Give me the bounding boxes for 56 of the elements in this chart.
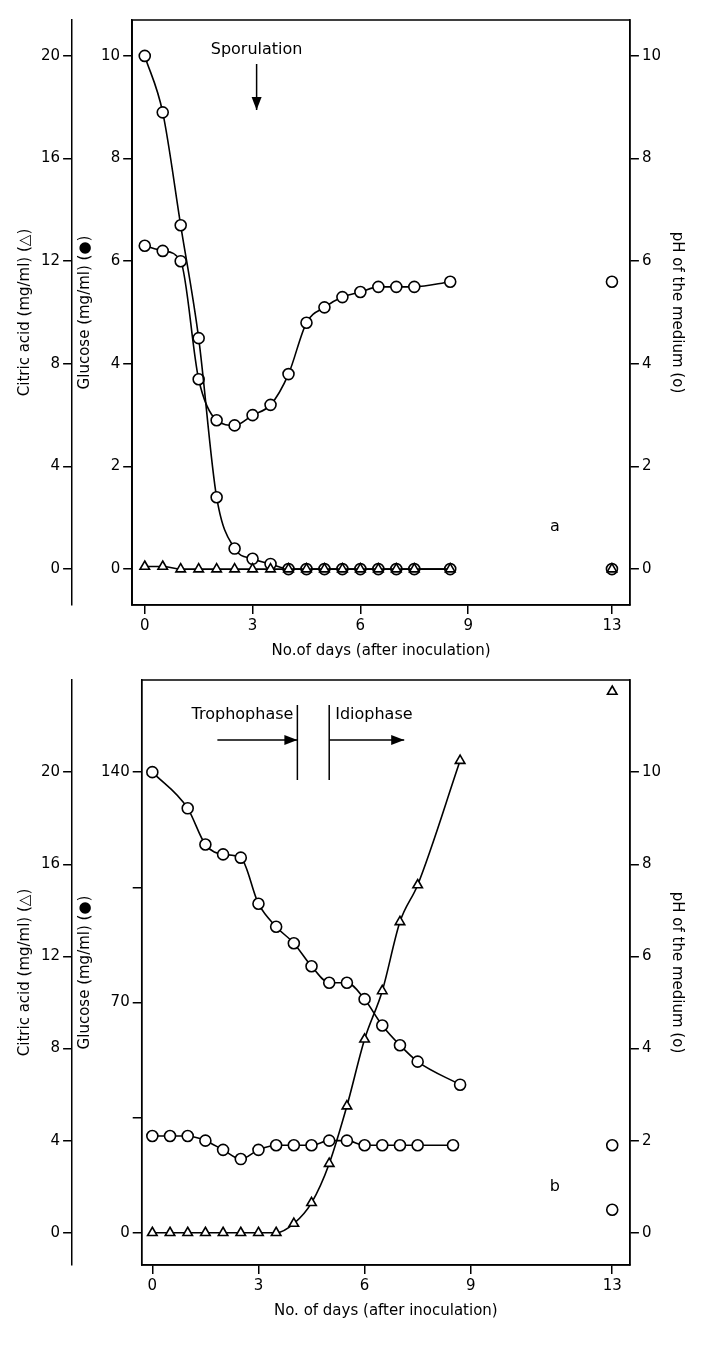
y2-axis-title: Glucose (mg/ml) (●): [74, 235, 93, 390]
y3-tick-label: 0: [641, 1222, 652, 1241]
annotation: b: [549, 1176, 560, 1196]
y3-axis-title: pH of the medium (o): [669, 891, 688, 1054]
y-tick-label: 20: [40, 762, 61, 781]
ref-line-label: Idiophase: [335, 704, 413, 724]
y-tick-label: 4: [50, 456, 61, 475]
x-tick-label: 9: [463, 615, 473, 634]
y-tick-label: 0: [50, 558, 61, 577]
y-tick-label: 16: [40, 854, 61, 873]
y-axis-title: Citric acid (mg/ml) (△): [14, 888, 33, 1057]
y-tick-label: 4: [50, 1130, 61, 1149]
y2-tick-label: 8: [110, 148, 121, 167]
x-tick-label: 6: [359, 1275, 370, 1294]
y2-tick-label: 6: [110, 251, 121, 270]
y-axis-title: Citric acid (mg/ml) (△): [14, 228, 33, 397]
y3-tick-label: 0: [641, 558, 652, 577]
y3-tick-label: 4: [641, 1038, 652, 1057]
y3-tick-label: 2: [641, 456, 652, 475]
y-tick-label: 16: [40, 148, 61, 167]
y3-axis-title: pH of the medium (o): [669, 231, 688, 394]
y2-tick-label: 70: [110, 992, 130, 1011]
annotation: a: [550, 516, 560, 536]
annotation: Sporulation: [210, 39, 303, 59]
y3-tick-label: 4: [641, 353, 652, 372]
x-tick-label: 9: [465, 1275, 476, 1294]
y2-tick-label: 10: [101, 45, 121, 64]
y3-tick-label: 6: [641, 251, 652, 270]
y-tick-label: 12: [40, 251, 61, 270]
y3-tick-label: 6: [641, 946, 652, 965]
y2-tick-label: 0: [120, 1222, 130, 1241]
x-tick-label: 13: [602, 1275, 622, 1294]
y2-tick-label: 0: [110, 558, 121, 577]
y2-axis-title: Glucose (mg/ml) (●): [74, 895, 93, 1050]
y2-tick-label: 140: [101, 762, 130, 781]
y2-tick-label: 4: [110, 353, 121, 372]
y3-tick-label: 8: [641, 854, 652, 873]
x-tick-label: 0: [147, 1275, 158, 1294]
x-axis-title: No.of days (after inoculation): [271, 640, 491, 659]
y3-tick-label: 10: [641, 762, 662, 781]
y3-tick-label: 2: [641, 1130, 652, 1149]
ref-line-label: Trophophase: [190, 704, 294, 724]
x-tick-label: 3: [253, 1275, 264, 1294]
y-tick-label: 0: [50, 1222, 61, 1241]
y3-tick-label: 8: [641, 148, 652, 167]
y-tick-label: 12: [40, 946, 61, 965]
x-tick-label: 0: [139, 615, 150, 634]
y2-tick-label: 2: [110, 456, 121, 475]
x-tick-label: 3: [247, 615, 258, 634]
x-tick-label: 13: [602, 615, 622, 634]
y-tick-label: 8: [50, 353, 61, 372]
y-tick-label: 8: [50, 1038, 61, 1057]
y3-tick-label: 10: [641, 45, 662, 64]
x-axis-title: No. of days (after inoculation): [273, 1300, 498, 1319]
y-tick-label: 20: [40, 45, 61, 64]
x-tick-label: 6: [355, 615, 366, 634]
